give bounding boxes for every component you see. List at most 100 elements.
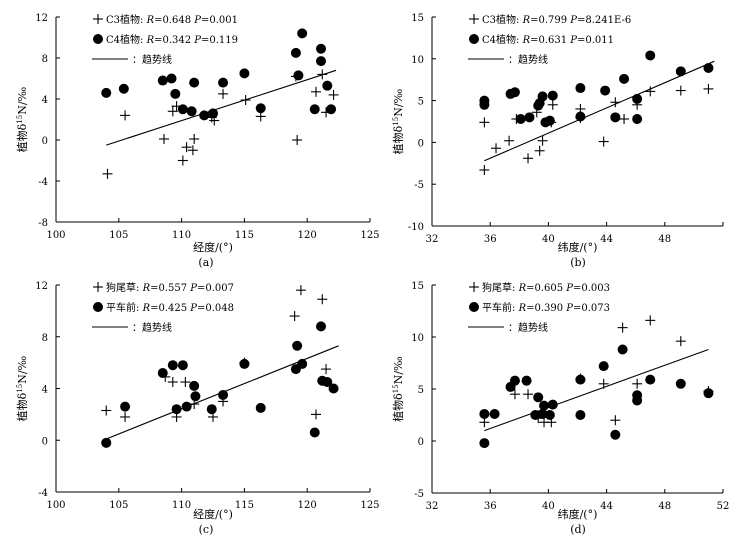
point-plus [509, 389, 520, 400]
point-dot [619, 73, 630, 84]
y-tick-label: 0 [42, 136, 48, 147]
x-tick-label: 110 [172, 230, 191, 241]
point-plus [102, 168, 113, 179]
point-plus [675, 85, 686, 96]
point-plus [101, 405, 112, 416]
point-plus [255, 111, 266, 122]
y-tick-label: 4 [42, 385, 48, 396]
point-plus [159, 133, 170, 144]
x-tick-label: 48 [658, 501, 671, 512]
point-dot [292, 340, 303, 351]
point-dot [309, 427, 320, 438]
point-dot [645, 50, 656, 61]
legend-plus-marker [93, 282, 103, 292]
y-tick-label: -8 [38, 218, 48, 229]
point-plus [181, 142, 192, 153]
y-axis-label: 植物δ15N/‰ [15, 355, 29, 421]
legend-plus-marker [93, 14, 103, 24]
y-axis-label: 植物δ15N/‰ [391, 88, 405, 154]
y-tick-label: 12 [35, 281, 48, 292]
point-plus [292, 135, 303, 145]
point-dot [316, 43, 327, 54]
y-tick-label: 8 [42, 333, 48, 344]
y-axis-label: 植物δ15N/‰ [391, 356, 405, 422]
y-tick-label: 10 [411, 333, 424, 344]
point-plus [317, 294, 328, 305]
point-plus [187, 145, 198, 156]
y-tick-label: 15 [411, 281, 424, 292]
point-plus [167, 106, 178, 117]
point-dot [610, 112, 621, 123]
point-dot [632, 93, 643, 104]
point-dot [190, 391, 201, 402]
point-dot [675, 378, 686, 389]
point-plus [511, 113, 522, 124]
point-dot [521, 375, 532, 386]
point-plus [289, 311, 300, 322]
x-tick-label: 32 [426, 501, 439, 512]
point-plus [610, 97, 621, 108]
x-tick-label: 44 [600, 234, 613, 245]
legend: C3植物: R=0.799 P=8.241E-6 C4植物: R=0.631 P=… [468, 13, 631, 66]
y-tick-label: 5 [418, 385, 424, 396]
legend-trend-label: ：趋势线 [508, 53, 548, 66]
trend-line [484, 60, 715, 162]
point-dot [479, 438, 490, 449]
chart-panel-a: 100 105 110 115 120 125 -8 -4 0 4 8 12 经度/(°) 植物δ15N/… [15, 13, 380, 269]
point-dot [316, 321, 327, 332]
point-dot [524, 112, 535, 123]
legend: 狗尾草: R=0.557 P=0.007 平车前: R=0.425 P=0.048… [92, 281, 234, 334]
point-dot [101, 87, 112, 98]
x-tick-label: 125 [360, 500, 379, 511]
point-plus [523, 153, 534, 164]
point-dot [533, 392, 544, 403]
point-plus [645, 86, 656, 97]
point-plus [537, 135, 548, 146]
point-plus [310, 86, 321, 97]
point-plus [617, 322, 628, 333]
x-tick-label: 40 [542, 501, 555, 512]
point-dot [199, 110, 210, 121]
legend-entry: 平车前: R=0.425 P=0.048 [106, 301, 234, 314]
panel-label: (c) [199, 523, 214, 536]
point-dot [255, 103, 266, 114]
legend-plus-marker [469, 282, 479, 292]
chart-panel-b: 32 36 40 44 48 -10 -5 0 5 10 15 纬度/(°) 植物δ15N/‰ (b) C3… [391, 13, 724, 269]
point-dot [537, 91, 548, 102]
y-tick-label: -5 [414, 489, 424, 500]
point-dot [171, 404, 182, 415]
point-plus [703, 386, 714, 397]
x-tick-label: 110 [172, 500, 191, 511]
y-tick-label: -4 [38, 177, 48, 188]
point-plus [171, 411, 182, 422]
point-dot [322, 377, 333, 388]
point-plus [239, 357, 250, 368]
point-dot [181, 401, 192, 412]
point-dot [509, 87, 520, 98]
legend-trend-label: ：趋势线 [132, 53, 172, 66]
point-dot [157, 75, 168, 86]
point-plus [310, 409, 321, 420]
point-dot [600, 85, 611, 96]
point-plus [645, 315, 656, 326]
x-tick-label: 100 [46, 230, 65, 241]
point-dot [218, 389, 229, 400]
panel-label: (a) [198, 256, 213, 269]
x-tick-label: 36 [484, 501, 497, 512]
point-plus [479, 164, 490, 175]
x-tick-label: 120 [298, 500, 317, 511]
legend-entry: 平车前: R=0.390 P=0.073 [482, 301, 610, 314]
trend-line [484, 348, 709, 432]
point-plus [160, 371, 171, 382]
point-plus [546, 117, 557, 128]
point-dot [509, 375, 520, 386]
point-dot [617, 344, 628, 355]
point-dot [539, 400, 550, 411]
x-tick-label: 120 [298, 230, 317, 241]
x-tick-label: 40 [542, 234, 555, 245]
point-plus [598, 136, 609, 147]
point-plus [321, 364, 332, 375]
chart-panel-d: 32 36 40 44 48 52 -5 0 5 10 15 纬度/(°) 植物δ15N/‰ (d) 狗尾草… [391, 281, 729, 536]
legend: C3植物: R=0.648 P=0.001 C4植物: R=0.342 P=0.1… [92, 13, 238, 66]
